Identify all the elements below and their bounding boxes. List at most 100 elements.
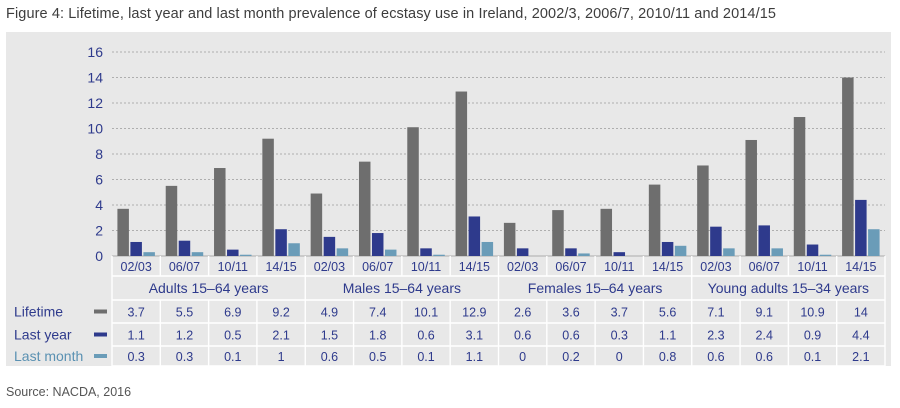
data-value: 3.1 — [466, 329, 483, 343]
y-tick-label: 8 — [95, 146, 103, 162]
period-label: 10/11 — [604, 260, 634, 274]
group-label: Adults 15–64 years — [149, 280, 269, 296]
bar — [358, 161, 371, 256]
data-value: 0.6 — [321, 350, 338, 364]
period-label: 14/15 — [845, 260, 876, 274]
data-value: 5.5 — [176, 306, 193, 320]
y-tick-label: 4 — [95, 197, 103, 213]
bar — [600, 208, 613, 256]
data-value: 7.1 — [707, 306, 724, 320]
data-value: 9.1 — [756, 306, 773, 320]
data-value: 0.3 — [611, 329, 628, 343]
data-value: 7.4 — [369, 306, 386, 320]
data-value: 12.9 — [462, 306, 486, 320]
figure-title: Figure 4: Lifetime, last year and last m… — [6, 6, 777, 22]
source-note: Source: NACDA, 2016 — [6, 385, 132, 399]
period-label: 06/07 — [749, 260, 780, 274]
data-value: 2.4 — [756, 329, 773, 343]
legend-label: Last month — [14, 348, 83, 364]
bar — [819, 254, 832, 256]
bar — [697, 165, 709, 256]
bar — [420, 248, 432, 256]
group-label: Females 15–64 years — [528, 280, 663, 296]
data-value: 1.2 — [176, 329, 193, 343]
chart-panel — [6, 32, 891, 366]
bar — [503, 222, 516, 256]
bar — [481, 241, 494, 256]
y-tick-label: 16 — [87, 44, 103, 60]
bar — [455, 91, 468, 257]
bar — [323, 236, 336, 256]
data-value: 14 — [854, 306, 868, 320]
bar — [262, 138, 274, 256]
bar — [578, 253, 590, 256]
data-value: 2.3 — [707, 329, 724, 343]
bar — [275, 229, 287, 256]
data-value: 1 — [278, 350, 285, 364]
data-value: 1.8 — [369, 329, 386, 343]
bar — [191, 252, 204, 256]
data-value: 0.5 — [369, 350, 386, 364]
bar — [758, 225, 770, 256]
legend-swatch — [94, 309, 107, 314]
data-value: 1.1 — [466, 350, 483, 364]
y-tick-label: 2 — [95, 223, 103, 239]
period-label: 02/03 — [314, 260, 345, 274]
data-value: 0.6 — [707, 350, 724, 364]
data-value: 3.7 — [611, 306, 628, 320]
period-label: 14/15 — [265, 260, 296, 274]
data-value: 4.4 — [852, 329, 869, 343]
data-value: 5.6 — [659, 306, 676, 320]
period-label: 14/15 — [459, 260, 490, 274]
period-label: 02/03 — [121, 260, 152, 274]
data-value: 2.1 — [852, 350, 869, 364]
y-tick-label: 14 — [87, 70, 103, 86]
bar — [723, 248, 735, 256]
data-value: 0.1 — [417, 350, 434, 364]
data-value: 6.9 — [224, 306, 241, 320]
data-value: 0.1 — [224, 350, 241, 364]
data-value: 1.5 — [321, 329, 338, 343]
bar — [868, 229, 880, 256]
data-value: 4.9 — [321, 306, 338, 320]
bar — [613, 252, 626, 256]
bar — [552, 210, 564, 256]
data-value: 0 — [616, 350, 623, 364]
data-value: 0.3 — [127, 350, 144, 364]
data-value: 0.8 — [659, 350, 676, 364]
data-value: 0.5 — [224, 329, 241, 343]
data-value: 0.6 — [562, 329, 579, 343]
legend-swatch — [94, 332, 107, 337]
legend-swatch — [94, 354, 107, 358]
bar — [214, 168, 226, 256]
data-value: 3.7 — [127, 306, 144, 320]
bar — [384, 249, 397, 256]
bar — [117, 208, 129, 256]
bar — [371, 233, 384, 256]
bar — [336, 248, 349, 256]
bar — [143, 252, 155, 256]
bar — [674, 245, 687, 256]
y-tick-label: 12 — [87, 95, 103, 111]
data-value: 10.1 — [414, 306, 438, 320]
period-label: 06/07 — [555, 260, 586, 274]
y-tick-label: 6 — [95, 172, 103, 188]
period-label: 06/07 — [362, 260, 393, 274]
bar — [240, 254, 252, 256]
legend-label: Last year — [14, 327, 72, 343]
period-label: 10/11 — [411, 260, 441, 274]
bar — [227, 249, 239, 256]
bar — [165, 185, 178, 256]
data-value: 0.3 — [176, 350, 193, 364]
data-value: 0.6 — [417, 329, 434, 343]
data-value: 0.1 — [804, 350, 821, 364]
bar — [710, 226, 722, 256]
group-label: Young adults 15–34 years — [708, 280, 869, 296]
data-value: 10.9 — [800, 306, 824, 320]
bar — [793, 117, 806, 257]
period-label: 02/03 — [507, 260, 538, 274]
period-label: 02/03 — [700, 260, 731, 274]
period-label: 10/11 — [797, 260, 827, 274]
bar — [771, 248, 783, 256]
